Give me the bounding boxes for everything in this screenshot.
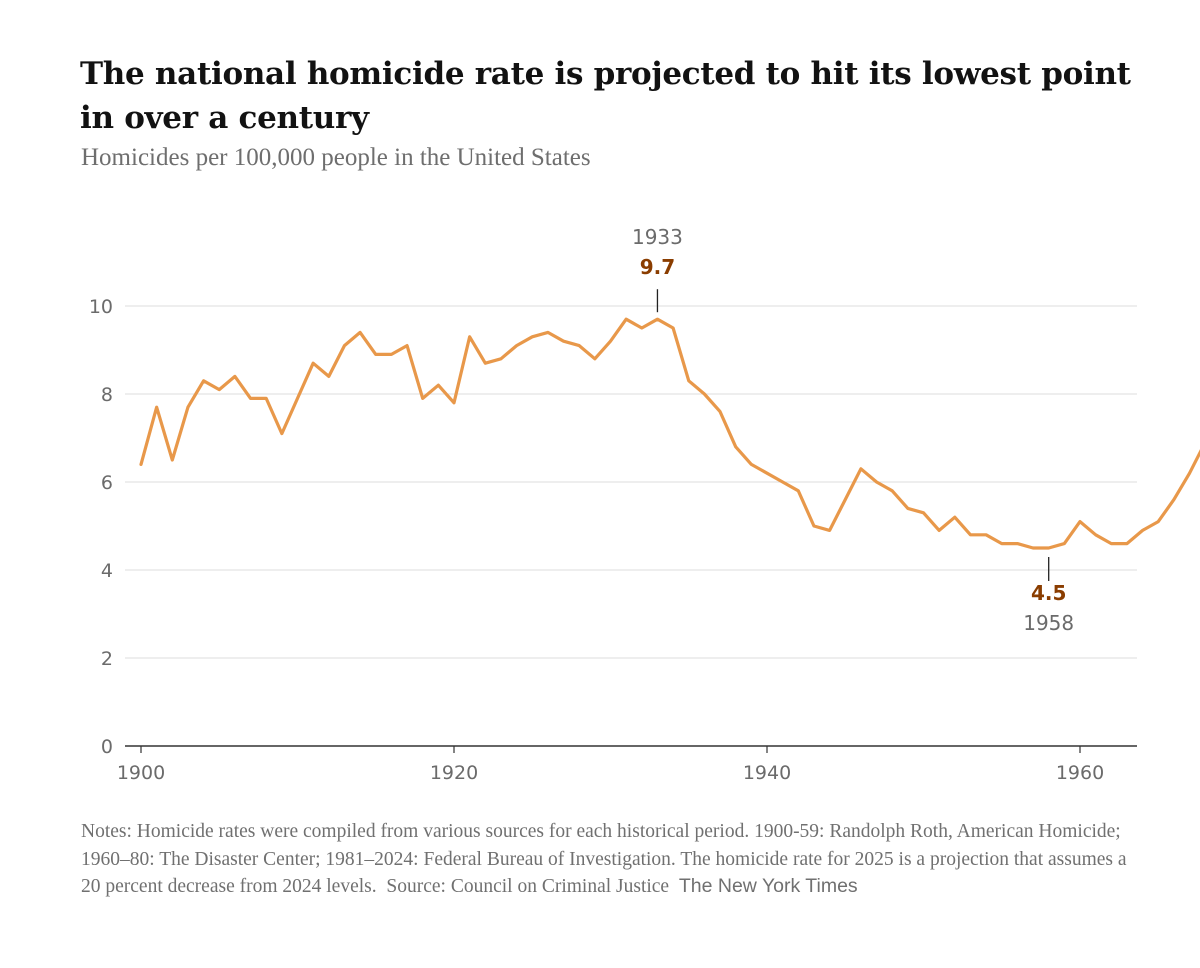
- annotation-year-1933: 1933: [632, 225, 683, 249]
- x-tick-label: 1940: [743, 762, 791, 784]
- series-layer: [139, 317, 1200, 550]
- source-text: Source: Council on Criminal Justice: [386, 876, 670, 897]
- y-tick-label: 10: [89, 296, 113, 318]
- chart-notes: Notes: Homicide rates were compiled from…: [81, 818, 1131, 901]
- y-tick-label: 6: [101, 472, 113, 494]
- annotation-year-1958: 1958: [1023, 611, 1074, 635]
- chart-title: The national homicide rate is projected …: [80, 56, 1131, 136]
- chart-subtitle: Homicides per 100,000 people in the Unit…: [81, 144, 591, 171]
- annotation-value-1958: 4.5: [1031, 581, 1066, 605]
- gridlines: [125, 305, 1137, 659]
- notes-text: Notes: Homicide rates were compiled from…: [81, 821, 1127, 897]
- x-axis: 1900192019401960198020002020: [117, 745, 1137, 784]
- x-tick-label: 1900: [117, 762, 165, 784]
- x-tick-label: 1960: [1056, 762, 1104, 784]
- x-tick-label: 1920: [430, 762, 478, 784]
- y-tick-label: 4: [101, 560, 113, 582]
- credit-text: The New York Times: [678, 875, 858, 897]
- y-axis-ticks: 0 2 4 6 8 10: [89, 296, 113, 758]
- series-line-homicide-rate: [139, 317, 1200, 550]
- annotation-value-1933: 9.7: [640, 255, 675, 279]
- y-tick-label: 0: [101, 736, 113, 758]
- y-tick-label: 8: [101, 384, 113, 406]
- y-tick-label: 2: [101, 648, 113, 670]
- annotations: 9.719334.5195810.219806.720204.02025proj…: [632, 225, 1074, 635]
